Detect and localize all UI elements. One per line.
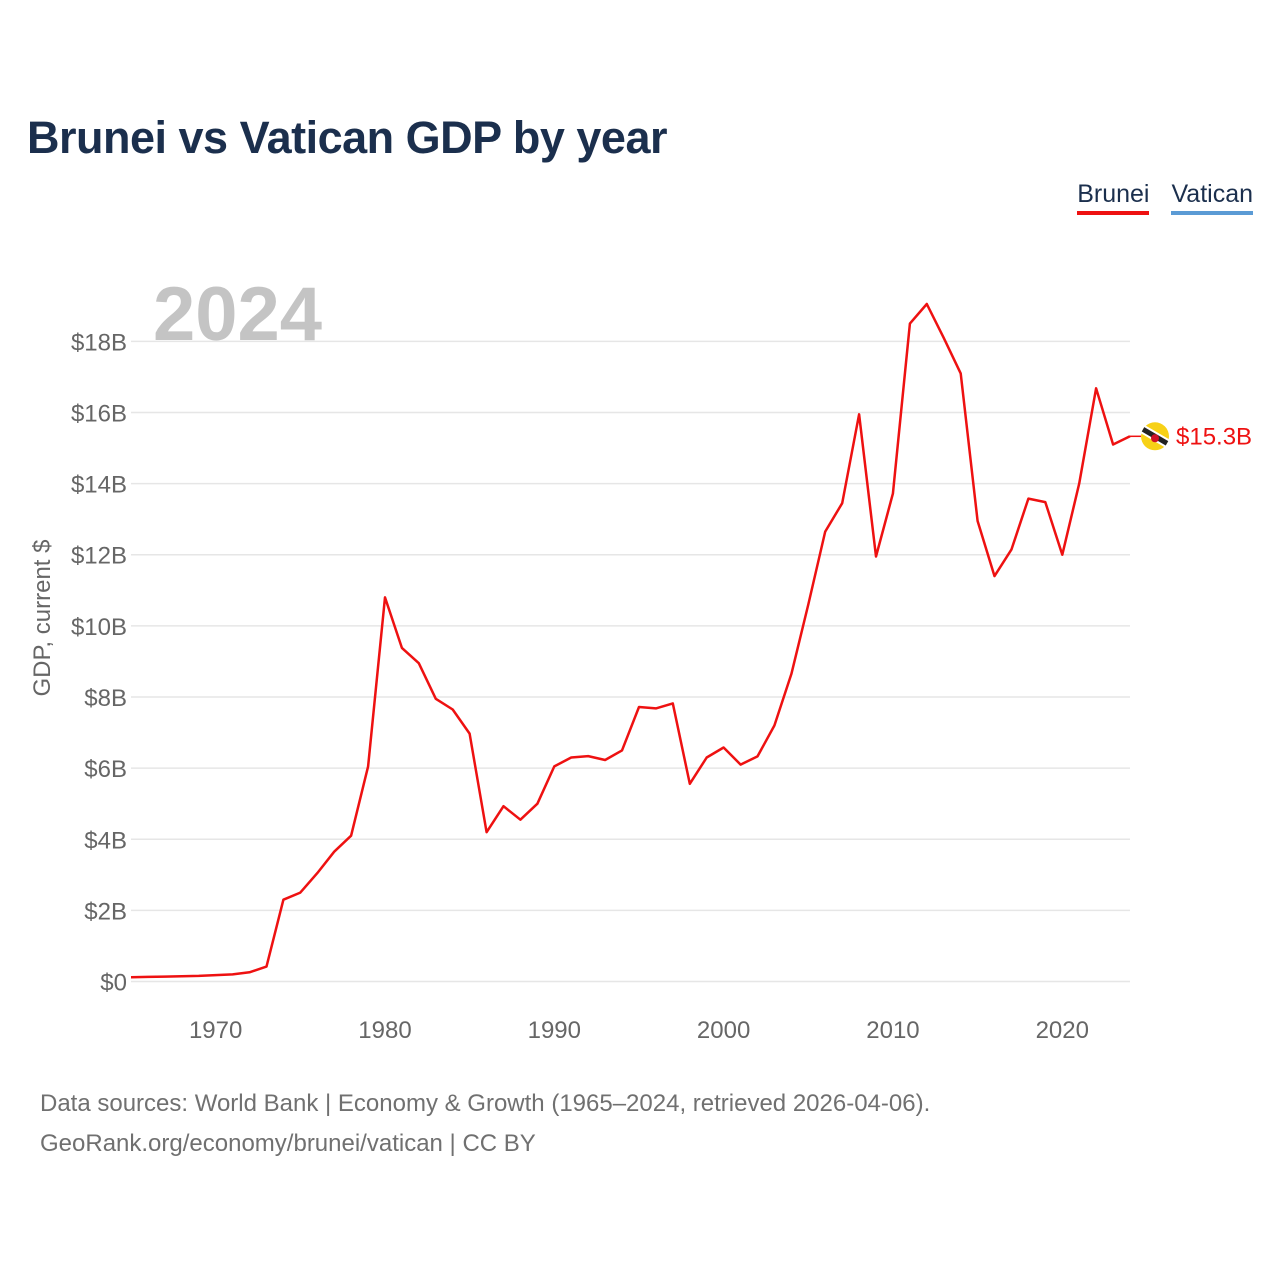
y-tick-label: $6B [84, 756, 127, 783]
y-tick-label: $8B [84, 685, 127, 712]
line-chart: 2024 $0$2B$4B$6B$8B$10B$12B$14B$16B$18B … [29, 272, 1252, 1044]
end-value-label: $15.3B [1176, 423, 1252, 450]
chart-title: Brunei vs Vatican GDP by year [27, 112, 667, 163]
brunei-flag-icon [1140, 422, 1170, 451]
data-source-text: Data sources: World Bank | Economy & Gro… [40, 1090, 931, 1117]
y-tick-label: $16B [71, 400, 127, 427]
footer: Data sources: World Bank | Economy & Gro… [40, 1084, 930, 1164]
y-tick-label: $2B [84, 898, 127, 925]
grid-lines [131, 340, 1130, 983]
x-tick-label: 1980 [358, 1017, 411, 1044]
endpoint-marker: $15.3B [1130, 422, 1252, 451]
source-link[interactable]: GeoRank.org/economy/brunei/vatican | CC … [40, 1130, 536, 1157]
year-watermark: 2024 [153, 272, 322, 357]
y-axis: $0 $2B $4B $6B $8B $10B $12B $14B $16B $18B [71, 329, 127, 996]
x-tick-label: 1970 [189, 1017, 242, 1044]
y-tick-label: $18B [71, 329, 127, 356]
series-line-brunei[interactable] [130, 302, 1131, 979]
x-tick-label: 2010 [866, 1017, 919, 1044]
x-tick-label: 2000 [697, 1017, 750, 1044]
y-tick-label: $12B [71, 543, 127, 570]
x-tick-label: 1990 [528, 1017, 581, 1044]
y-tick-label: $14B [71, 472, 127, 499]
legend-item-brunei[interactable]: Brunei [1077, 180, 1150, 215]
y-tick-label: $4B [84, 827, 127, 854]
legend: Brunei Vatican [1077, 180, 1253, 215]
x-axis: 1970 1980 1990 2000 2010 2020 [189, 1017, 1089, 1044]
y-tick-label: $10B [71, 614, 127, 641]
legend-item-vatican[interactable]: Vatican [1171, 180, 1253, 215]
series [130, 302, 1131, 979]
y-axis-label: GDP, current $ [29, 540, 56, 697]
y-tick-label: $0 [100, 970, 127, 997]
x-tick-label: 2020 [1036, 1017, 1089, 1044]
